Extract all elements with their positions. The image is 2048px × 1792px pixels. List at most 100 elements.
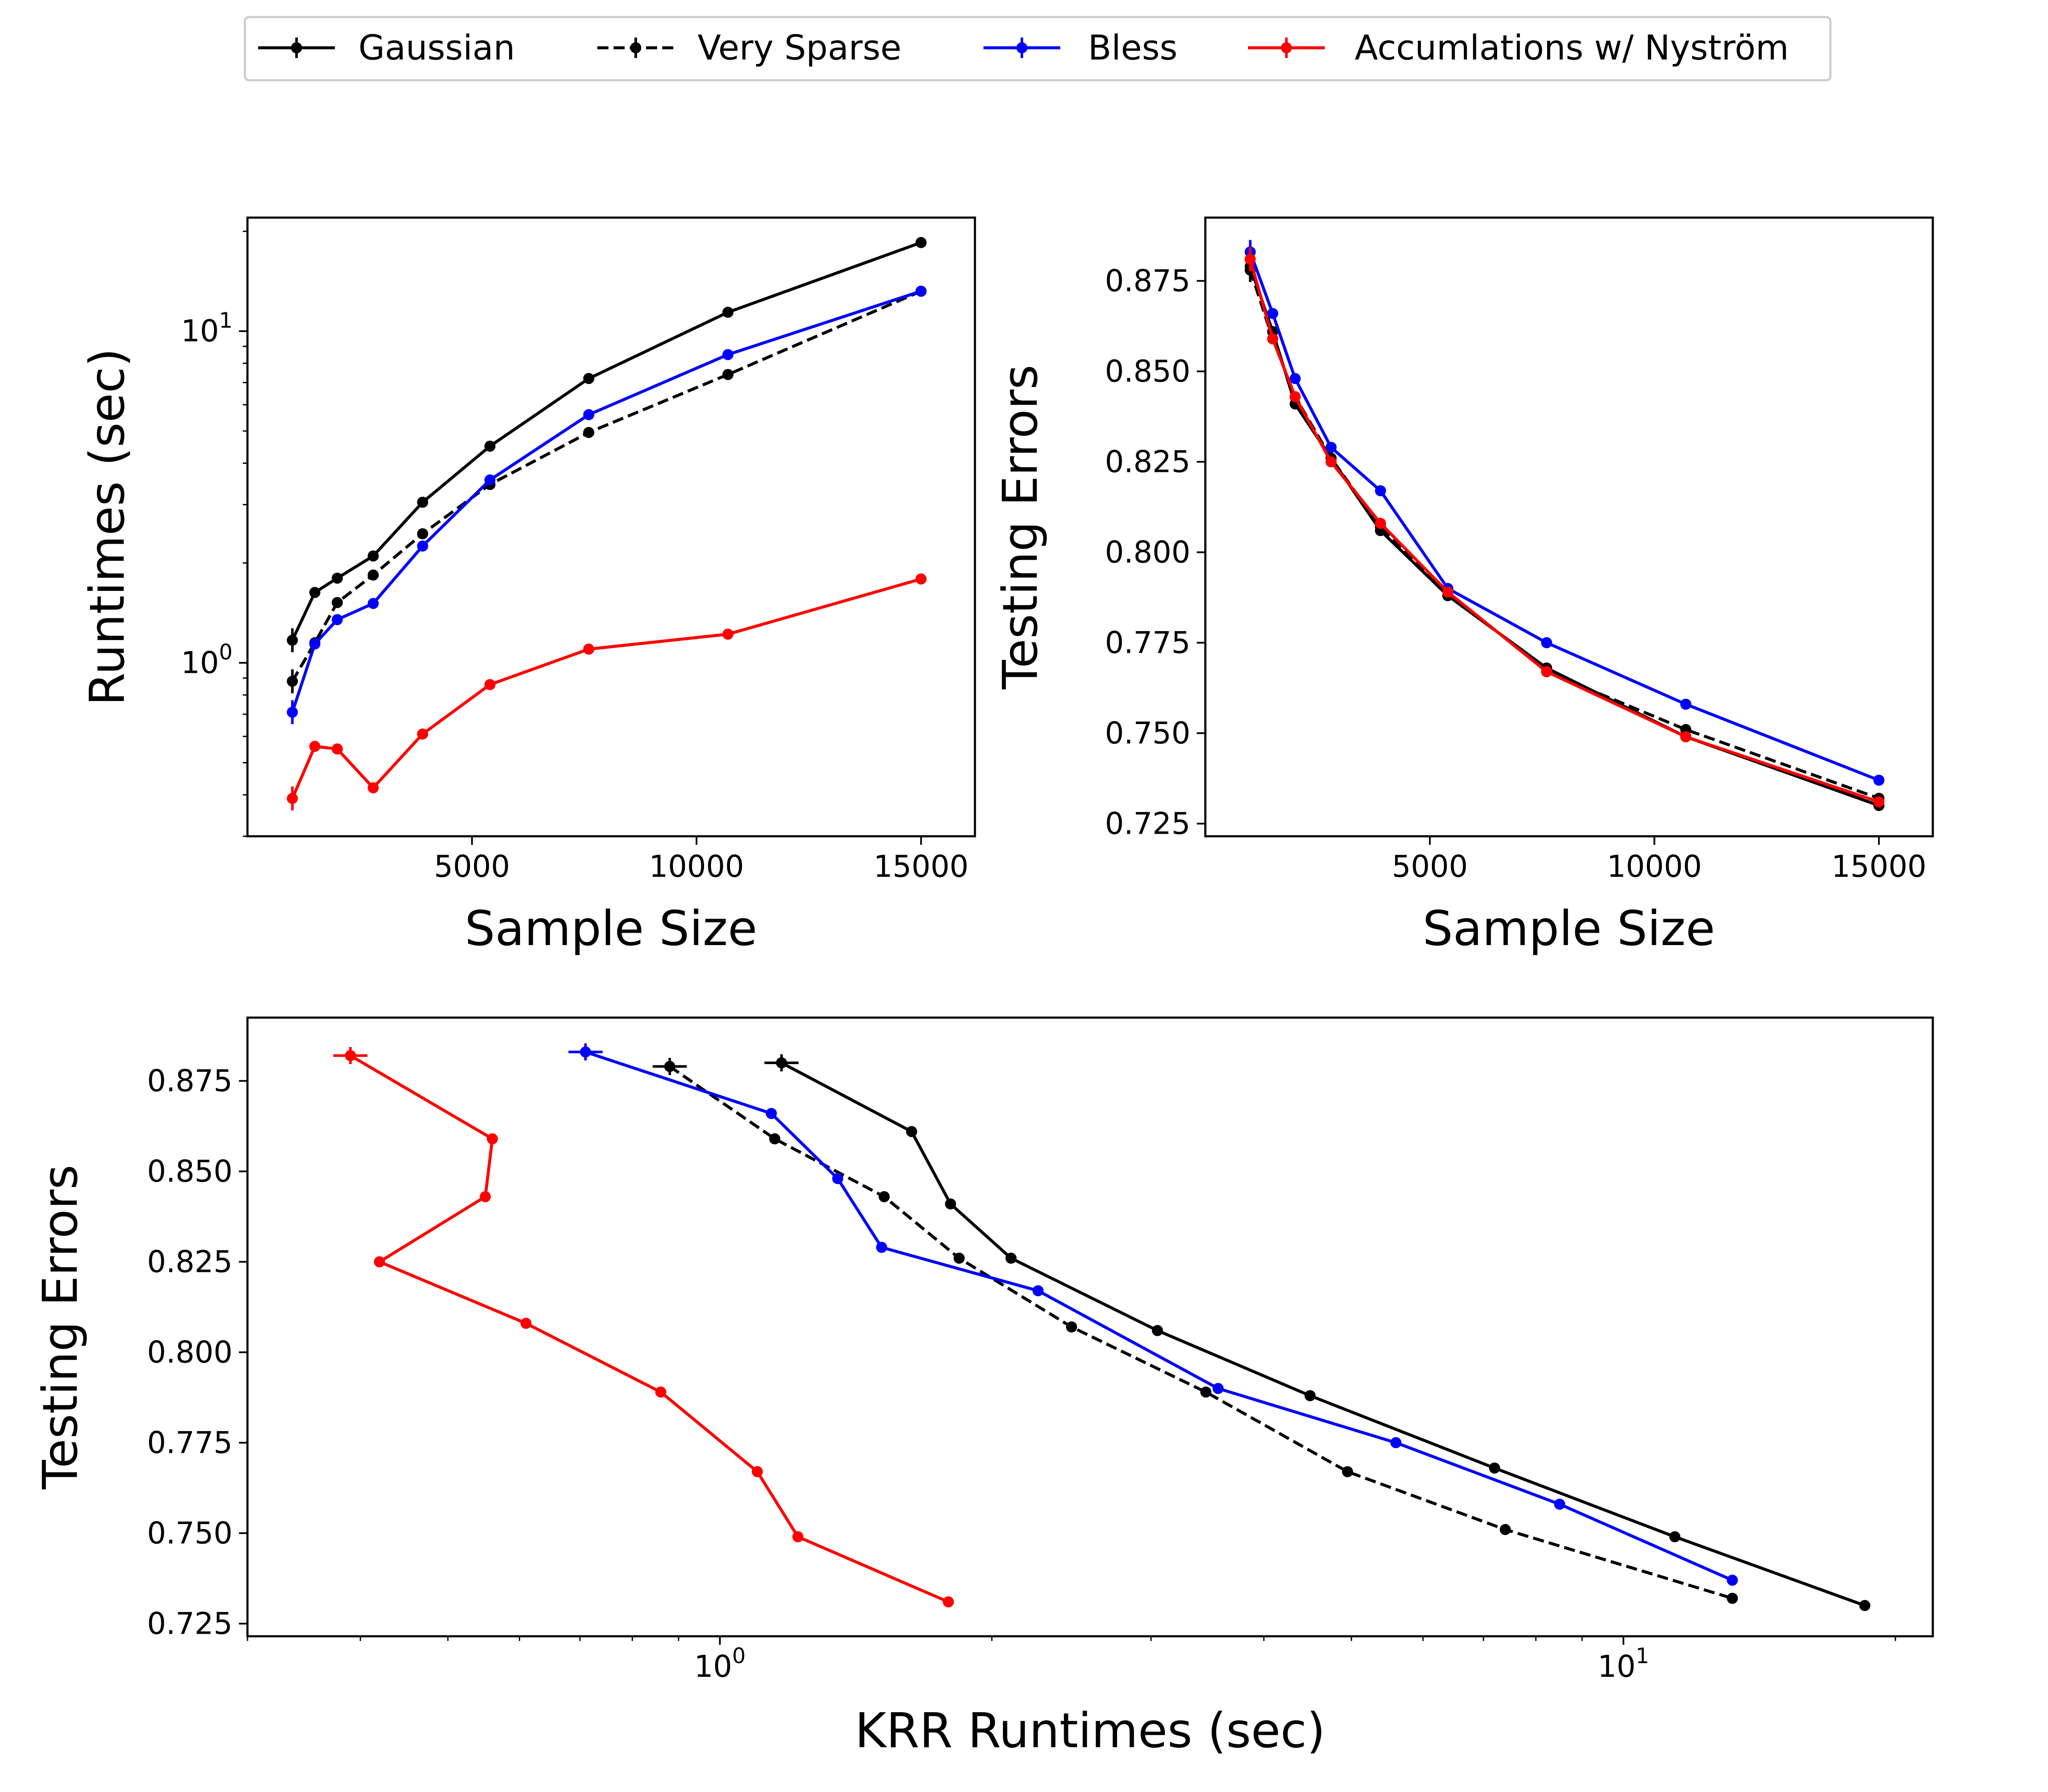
tradeoff-point-gaussian-7 (1669, 1531, 1681, 1542)
tradeoff-y-tick-label-0-75: 0.750 (147, 1516, 233, 1551)
error-point-bless-7 (1680, 698, 1692, 710)
tradeoff-series-gaussian (764, 1054, 1871, 1611)
runtime-point-accumlations-w-nystr-m-7 (722, 628, 734, 640)
tradeoff-point-bless-3 (876, 1242, 887, 1253)
error-series-accumlations-w-nystr-m (1245, 247, 1885, 808)
error-x-tick-label-5000: 5000 (1392, 849, 1468, 884)
error-point-bless-8 (1873, 774, 1885, 786)
runtime-point-bless-4 (417, 540, 428, 552)
tradeoff-point-very-sparse-2 (879, 1191, 890, 1202)
tradeoff-plot-frame (246, 1016, 1934, 1638)
runtime-x-tick-label-5000: 5000 (434, 849, 510, 884)
error-y-tick-label-0-875: 0.875 (1105, 263, 1190, 298)
tradeoff-y-tick-label-0-725: 0.725 (147, 1606, 233, 1641)
tradeoff-y-tick-label-0-85: 0.850 (147, 1154, 233, 1189)
error-point-bless-6 (1541, 637, 1552, 649)
legend-label-bless: Bless (1088, 28, 1178, 68)
runtime-point-gaussian-2 (332, 573, 343, 584)
runtime-point-accumlations-w-nystr-m-6 (583, 643, 594, 655)
panel-error: Sample Size Testing Errors 5000 10000 1500… (993, 216, 1934, 957)
tradeoff-point-accumlations-w-nystr-m-7 (792, 1531, 804, 1542)
tradeoff-point-bless-6 (1390, 1437, 1402, 1449)
tradeoff-point-bless-8 (1727, 1574, 1738, 1586)
legend-entry-very-sparse: Very Sparse (597, 28, 902, 68)
tradeoff-y-tick-label-0-875: 0.875 (147, 1063, 233, 1098)
error-point-bless-3 (1325, 442, 1337, 453)
runtime-point-accumlations-w-nystr-m-8 (915, 573, 927, 585)
panel-tradeoff: KRR Runtimes (sec) Testing Errors 100 101… (33, 1016, 1934, 1759)
error-point-accumlations-w-nystr-m-0 (1245, 253, 1256, 265)
runtime-x-tick-label-10000: 10000 (649, 849, 744, 884)
tradeoff-point-gaussian-0 (776, 1057, 787, 1068)
tradeoff-series-accumlations-w-nystr-m (333, 1047, 954, 1608)
tradeoff-point-gaussian-4 (1152, 1325, 1163, 1336)
runtime-point-gaussian-3 (367, 550, 379, 562)
tradeoff-y-tick-label-0-8: 0.800 (147, 1335, 233, 1370)
runtime-series-gaussian (287, 237, 927, 652)
error-x-axis-label: Sample Size (1423, 901, 1715, 957)
runtime-point-accumlations-w-nystr-m-2 (332, 743, 343, 755)
error-y-tick-label-0-725: 0.725 (1105, 806, 1190, 841)
tradeoff-point-very-sparse-8 (1727, 1593, 1738, 1604)
error-point-bless-2 (1289, 373, 1301, 384)
error-point-accumlations-w-nystr-m-5 (1442, 586, 1454, 598)
runtime-plot-frame (246, 216, 976, 838)
error-x-tick-label-15000: 15000 (1831, 849, 1926, 884)
tradeoff-point-bless-7 (1554, 1498, 1565, 1510)
runtime-point-accumlations-w-nystr-m-3 (367, 782, 379, 794)
error-point-accumlations-w-nystr-m-7 (1680, 731, 1692, 742)
error-point-accumlations-w-nystr-m-3 (1325, 456, 1337, 468)
runtime-point-bless-0 (287, 707, 298, 718)
error-point-accumlations-w-nystr-m-6 (1541, 666, 1552, 678)
runtime-point-gaussian-1 (309, 587, 320, 598)
runtime-point-bless-7 (722, 349, 734, 361)
runtime-point-gaussian-7 (722, 306, 734, 318)
runtime-point-bless-5 (484, 474, 496, 486)
runtime-point-gaussian-5 (484, 440, 496, 452)
tradeoff-point-gaussian-3 (1005, 1252, 1017, 1264)
runtime-point-accumlations-w-nystr-m-5 (484, 679, 496, 690)
runtime-point-very-sparse-4 (417, 528, 428, 539)
tradeoff-point-bless-0 (580, 1046, 591, 1058)
runtime-point-bless-8 (915, 285, 927, 297)
tradeoff-point-gaussian-5 (1304, 1390, 1316, 1402)
tradeoff-point-gaussian-1 (906, 1126, 917, 1137)
tradeoff-point-accumlations-w-nystr-m-4 (520, 1318, 532, 1329)
error-y-axis-label: Testing Errors (993, 365, 1048, 690)
tradeoff-x-tick-label-10-0: 100 (694, 1644, 746, 1684)
error-y-tick-label-0-8: 0.800 (1105, 535, 1190, 570)
tradeoff-series-bless (568, 1043, 1738, 1586)
runtime-point-gaussian-0 (287, 634, 298, 646)
runtime-x-axis-label: Sample Size (465, 901, 757, 957)
legend-marker-gaussian (291, 42, 302, 53)
tradeoff-point-gaussian-8 (1859, 1600, 1871, 1611)
runtime-point-accumlations-w-nystr-m-0 (287, 793, 298, 804)
tradeoff-y-tick-label-0-775: 0.775 (147, 1425, 233, 1460)
tradeoff-x-tick-label-10-1: 101 (1597, 1644, 1649, 1684)
runtime-point-gaussian-6 (583, 373, 594, 384)
tradeoff-point-accumlations-w-nystr-m-3 (374, 1256, 385, 1268)
runtime-y-tick-label-10-1: 101 (181, 308, 233, 349)
tradeoff-point-accumlations-w-nystr-m-8 (943, 1596, 954, 1608)
error-point-bless-4 (1375, 485, 1386, 497)
runtime-series-bless (287, 285, 927, 724)
error-y-tick-label-0-75: 0.750 (1105, 716, 1190, 751)
legend-label-accumulations: Accumlations w/ Nyström (1355, 28, 1789, 68)
error-plot-frame (1204, 216, 1934, 838)
tradeoff-point-accumlations-w-nystr-m-1 (487, 1133, 498, 1145)
error-y-tick-label-0-85: 0.850 (1105, 354, 1190, 389)
tradeoff-point-gaussian-2 (945, 1198, 956, 1210)
runtime-y-tick-label-10-0: 100 (181, 640, 233, 681)
tradeoff-point-very-sparse-1 (769, 1133, 780, 1145)
error-y-tick-label-0-825: 0.825 (1105, 444, 1190, 479)
tradeoff-point-accumlations-w-nystr-m-2 (480, 1191, 491, 1202)
error-point-accumlations-w-nystr-m-4 (1375, 518, 1386, 529)
error-point-accumlations-w-nystr-m-1 (1267, 333, 1278, 345)
tradeoff-point-accumlations-w-nystr-m-6 (751, 1466, 763, 1478)
error-point-accumlations-w-nystr-m-2 (1289, 391, 1301, 402)
tradeoff-point-very-sparse-7 (1500, 1524, 1511, 1535)
legend-entry-bless: Bless (983, 28, 1178, 68)
runtime-point-accumlations-w-nystr-m-1 (309, 741, 320, 752)
legend-marker-very-sparse (630, 42, 641, 53)
